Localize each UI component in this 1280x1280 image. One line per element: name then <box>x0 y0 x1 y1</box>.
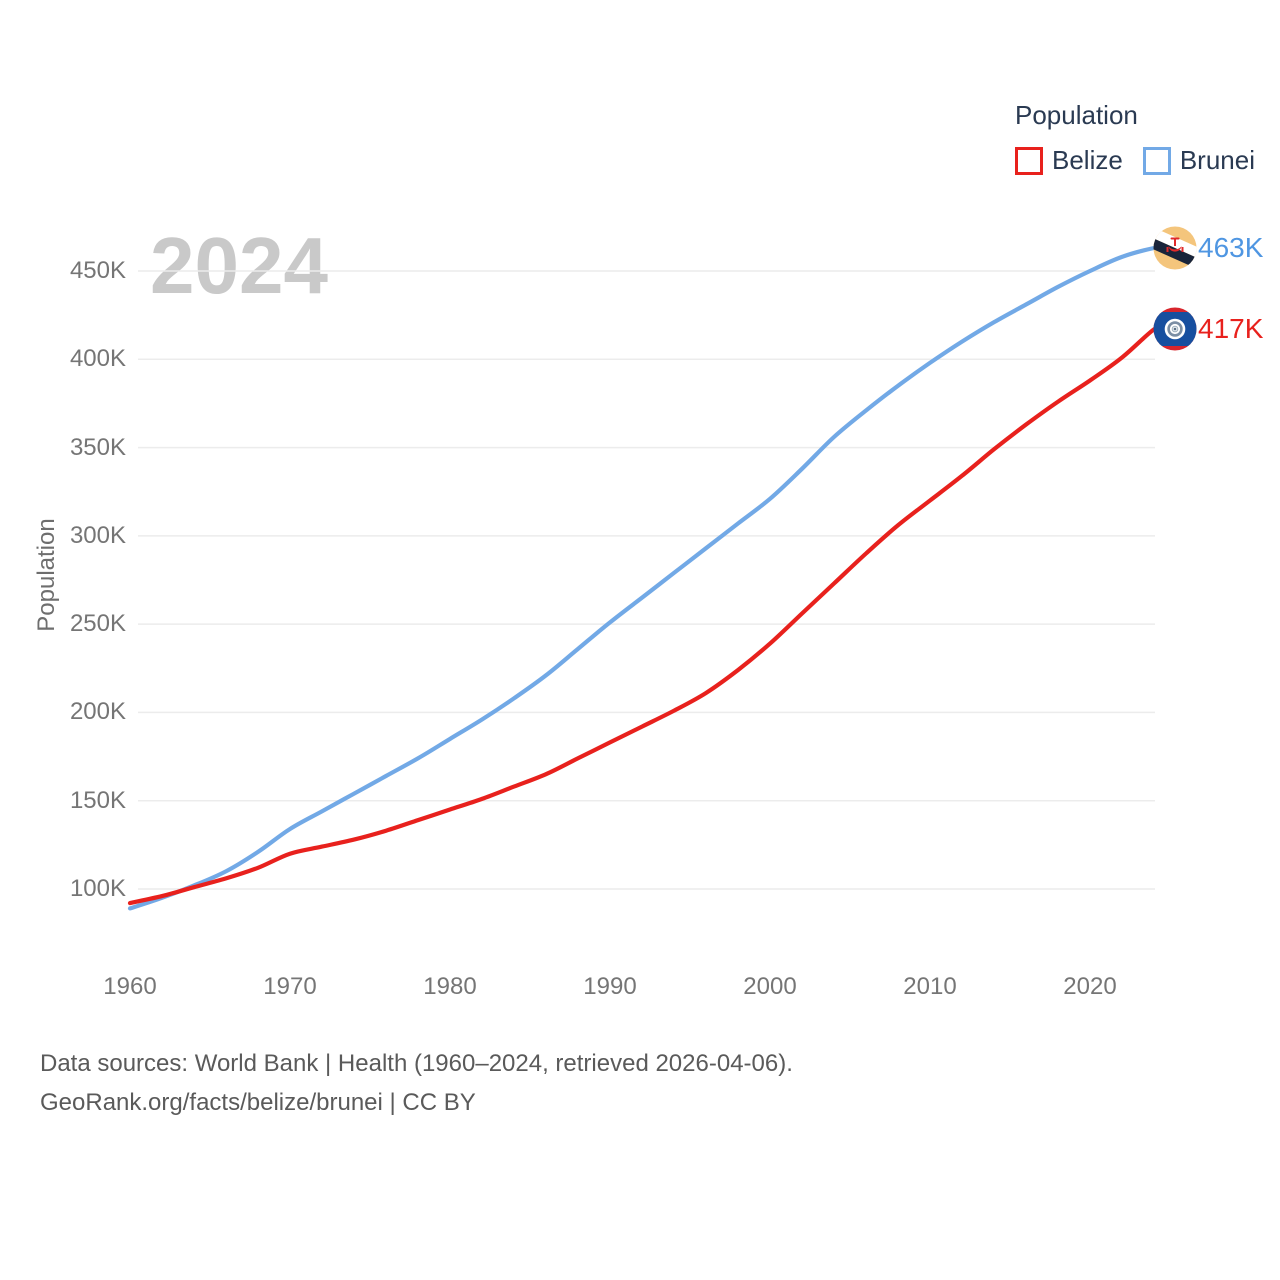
y-tick-100K: 100K <box>69 875 126 902</box>
x-tick-2020: 2020 <box>1063 973 1117 1000</box>
y-tick-350K: 350K <box>69 433 126 461</box>
brunei-series-swatch <box>1142 146 1171 175</box>
belize-flag-icon[interactable] <box>1152 306 1198 352</box>
attribution-line: GeoRank.org/facts/belize/brunei | CC BY <box>40 1089 476 1116</box>
y-tick-450K: 450K <box>69 257 126 284</box>
y-axis-title: Population <box>33 518 60 632</box>
legend-item-brunei[interactable]: Brunei <box>1142 145 1255 176</box>
legend: Population Belize Brunei <box>1015 100 1255 176</box>
footer: Data sources: World Bank | Health (1960–… <box>40 1044 793 1122</box>
x-tick-1980: 1980 <box>423 973 477 1000</box>
legend-title: Population <box>1015 100 1138 130</box>
x-tick-1990: 1990 <box>583 973 637 1000</box>
brunei-flag-icon[interactable] <box>1152 225 1198 271</box>
y-tick-300K: 300K <box>69 521 126 549</box>
y-tick-200K: 200K <box>69 698 126 726</box>
x-tick-2010: 2010 <box>903 973 957 1000</box>
legend-label-brunei: Brunei <box>1179 145 1255 175</box>
x-tick-1970: 1970 <box>263 973 317 1000</box>
belize-series-swatch <box>1015 146 1043 175</box>
legend-item-belize[interactable]: Belize <box>1015 145 1123 176</box>
belize-series-line[interactable] <box>127 325 1166 906</box>
legend-items: Belize Brunei <box>1015 145 1255 176</box>
y-tick-250K: 250K <box>69 610 126 638</box>
brunei-end-value: 463K <box>1198 232 1264 264</box>
legend-label-belize: Belize <box>1052 145 1123 175</box>
x-tick-2000: 2000 <box>743 973 797 1000</box>
year-watermark: 2024 <box>150 221 328 310</box>
x-tick-1960: 1960 <box>103 973 157 1000</box>
data-sources-line: Data sources: World Bank | Health (1960–… <box>40 1050 793 1077</box>
belize-end-value: 417K <box>1198 313 1264 345</box>
y-tick-400K: 400K <box>69 345 126 373</box>
y-tick-150K: 150K <box>69 786 126 814</box>
brunei-series-line[interactable] <box>127 245 1166 911</box>
